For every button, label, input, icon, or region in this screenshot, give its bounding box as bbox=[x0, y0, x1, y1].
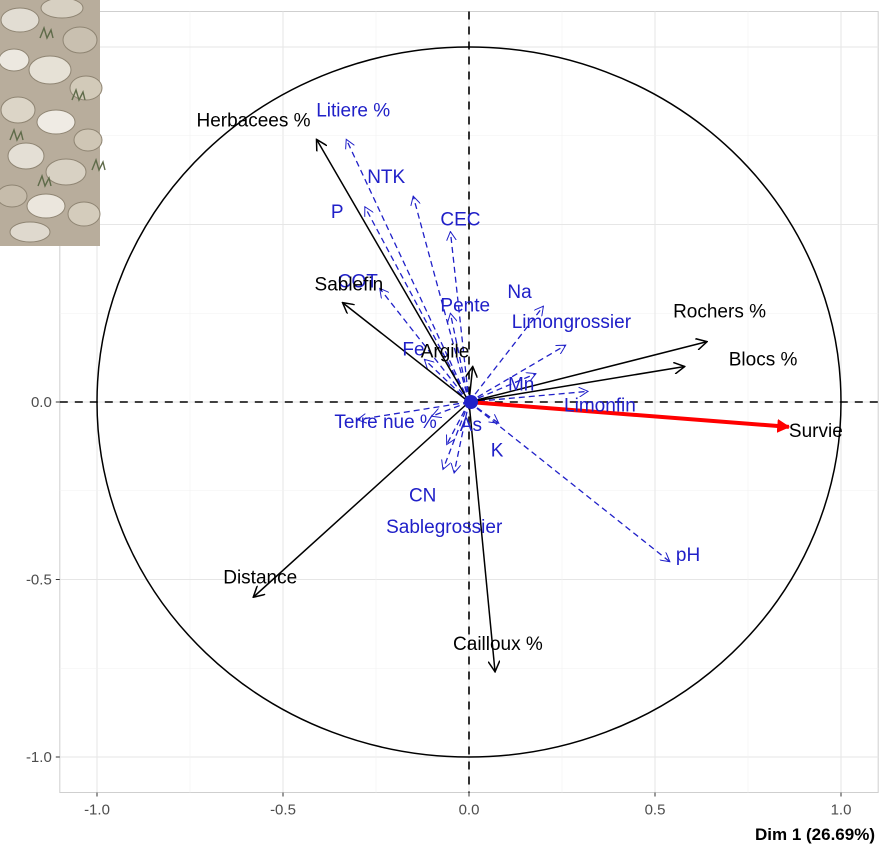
label-mn: Mn bbox=[508, 375, 534, 396]
photo-stone bbox=[0, 7, 40, 33]
arrow-cailloux-pct bbox=[468, 401, 495, 672]
label-cailloux-pct: Cailloux % bbox=[453, 634, 543, 655]
label-cot: COT bbox=[338, 271, 379, 292]
y-tick-label: -1.0 bbox=[26, 749, 52, 766]
label-litiere-pct: Litiere % bbox=[316, 100, 390, 121]
correlation-circle bbox=[96, 46, 842, 758]
label-cn: CN bbox=[409, 485, 436, 506]
arrow-p bbox=[365, 207, 470, 403]
photo-stone bbox=[67, 201, 101, 227]
arrow-sablegrossier bbox=[454, 401, 470, 473]
label-ntk: NTK bbox=[367, 167, 405, 188]
supplementary-arrows bbox=[346, 139, 670, 561]
label-sablefin: Sablefin bbox=[315, 275, 384, 296]
arrow-fe bbox=[424, 359, 470, 403]
arrow-cot bbox=[380, 288, 470, 403]
arrow-ntk bbox=[413, 196, 470, 403]
arrow-blocs-pct bbox=[468, 367, 685, 403]
variable-labels: Litiere % NTK P CEC COT Na Pente Limongrossier F… bbox=[196, 100, 843, 655]
photo-stone bbox=[0, 96, 36, 124]
arrow-mo bbox=[447, 401, 470, 445]
photo-stone bbox=[40, 0, 84, 19]
label-na: Na bbox=[507, 282, 532, 303]
label-survie: Survie bbox=[789, 421, 843, 442]
arrow-cec bbox=[450, 232, 470, 403]
photo-stone bbox=[7, 142, 45, 170]
photo-grass bbox=[71, 87, 86, 102]
photo-stone bbox=[69, 75, 103, 101]
arrow-herbacees-pct bbox=[316, 139, 470, 403]
arrow-rochers-pct bbox=[468, 342, 707, 403]
label-argile: Argile bbox=[421, 342, 470, 363]
label-k: K bbox=[491, 440, 504, 461]
y-tick-label: -0.5 bbox=[26, 572, 52, 589]
label-limongrossier: Limongrossier bbox=[512, 312, 632, 333]
label-limonfin: Limonfin bbox=[564, 395, 636, 416]
x-tick-label: 0.0 bbox=[459, 802, 480, 819]
photo-thumbnail bbox=[0, 0, 106, 246]
arrow-sablefin bbox=[343, 303, 470, 403]
label-ph: pH bbox=[676, 545, 700, 566]
label-rochers-pct: Rochers % bbox=[673, 302, 766, 323]
photo-stone bbox=[62, 26, 98, 54]
arrow-ph bbox=[468, 401, 670, 562]
arrow-distance bbox=[253, 401, 470, 597]
arrow-na bbox=[468, 306, 543, 403]
label-p: P bbox=[331, 202, 344, 223]
photo-stone bbox=[28, 55, 72, 85]
label-herbacees-pct: Herbacees % bbox=[196, 110, 310, 131]
photo-stone bbox=[36, 109, 76, 135]
photo-grass bbox=[37, 173, 52, 188]
arrow-limongrossier bbox=[468, 344, 566, 403]
x-tick-label: -1.0 bbox=[84, 802, 110, 819]
label-distance: Distance bbox=[223, 567, 297, 588]
label-terre-nue-pct: Terre nue % bbox=[334, 412, 437, 433]
label-as: As bbox=[460, 415, 482, 436]
photo-stone bbox=[0, 48, 30, 72]
arrow-cn bbox=[443, 401, 470, 469]
photo-grass bbox=[39, 25, 54, 40]
arrow-k bbox=[468, 401, 499, 423]
photo-grass bbox=[91, 157, 106, 172]
origin-marker bbox=[464, 395, 478, 409]
label-sablegrossier: Sablegrossier bbox=[386, 517, 503, 538]
label-fe: Fe bbox=[402, 339, 424, 360]
photo-stone bbox=[45, 158, 87, 186]
label-pente: Pente bbox=[440, 295, 490, 316]
y-tick-label: 0.0 bbox=[31, 394, 52, 411]
x-tick-label: 0.5 bbox=[645, 802, 666, 819]
photo-stone bbox=[73, 128, 103, 152]
arrow-survie bbox=[468, 400, 791, 433]
photo-grass bbox=[9, 127, 24, 142]
photo-stone bbox=[0, 184, 28, 208]
x-tick-label: 1.0 bbox=[831, 802, 852, 819]
arrow-pente bbox=[450, 313, 470, 403]
x-tick-label: -0.5 bbox=[270, 802, 296, 819]
tick-labels: -1.0 -0.5 0.0 0.5 1.0 -1.0 -0.5 0.0 bbox=[26, 394, 851, 819]
photo-stone bbox=[9, 221, 51, 243]
label-blocs-pct: Blocs % bbox=[729, 350, 798, 371]
x-axis-title: Dim 1 (26.69%) bbox=[755, 825, 875, 844]
unit-circle bbox=[96, 46, 842, 758]
photo-stone bbox=[26, 193, 66, 219]
arrow-terre-nue-pct bbox=[357, 401, 470, 420]
arrow-mn bbox=[468, 374, 536, 403]
label-cec: CEC bbox=[440, 210, 480, 231]
arrow-litiere-pct bbox=[346, 139, 470, 403]
active-arrows bbox=[253, 139, 791, 672]
arrow-as bbox=[432, 401, 470, 416]
